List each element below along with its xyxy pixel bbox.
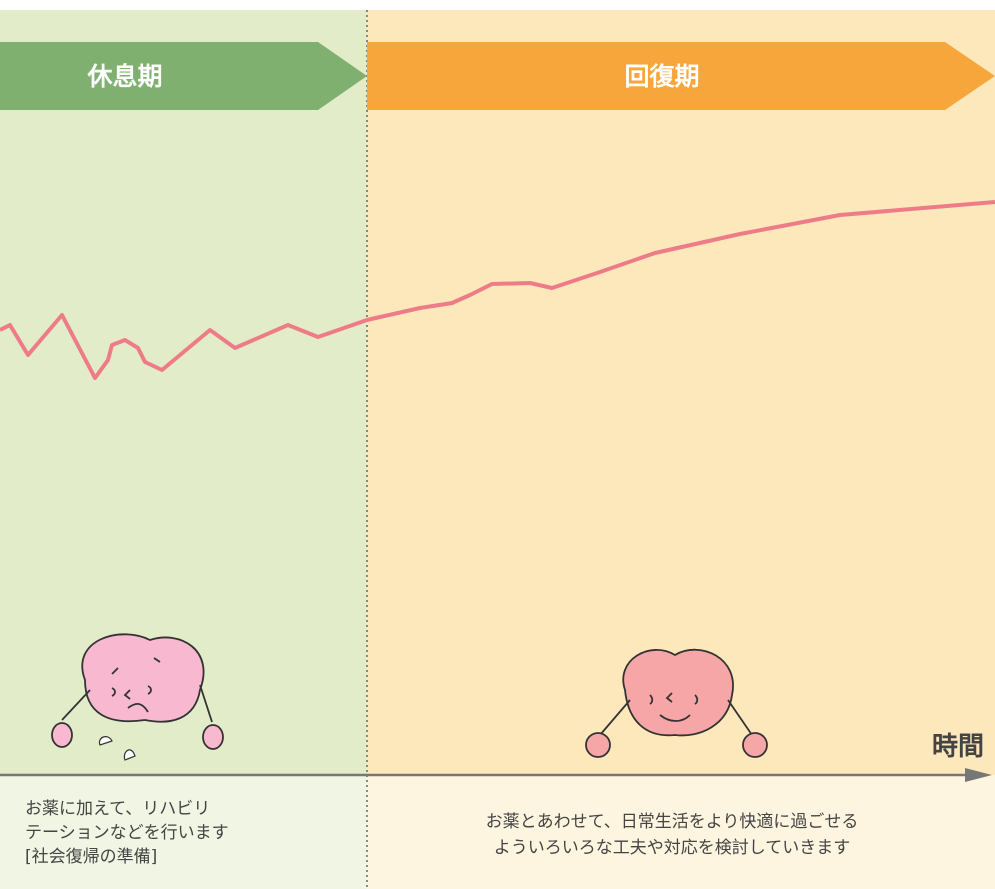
recovery-description: よういろいろな工夫や対応を検討していきます [494, 838, 851, 858]
axis-label: 時間 [932, 732, 984, 762]
rest-banner [0, 42, 367, 110]
rest-description: テーションなどを行います [25, 823, 229, 843]
rest-description: お薬に加えて、リハビリ [25, 799, 210, 819]
diagram: 休息期 回復期 時間 お薬に加えて、リハビリ テーションなどを行います [社会復… [0, 0, 995, 889]
recovery-phase-footer [367, 775, 995, 889]
recovery-description: お薬とあわせて、日常生活をより快適に過ごせる [486, 812, 859, 832]
rest-description: [社会復帰の準備] [25, 847, 157, 867]
recovery-label: 回復期 [624, 62, 699, 91]
rest-label: 休息期 [86, 62, 162, 91]
